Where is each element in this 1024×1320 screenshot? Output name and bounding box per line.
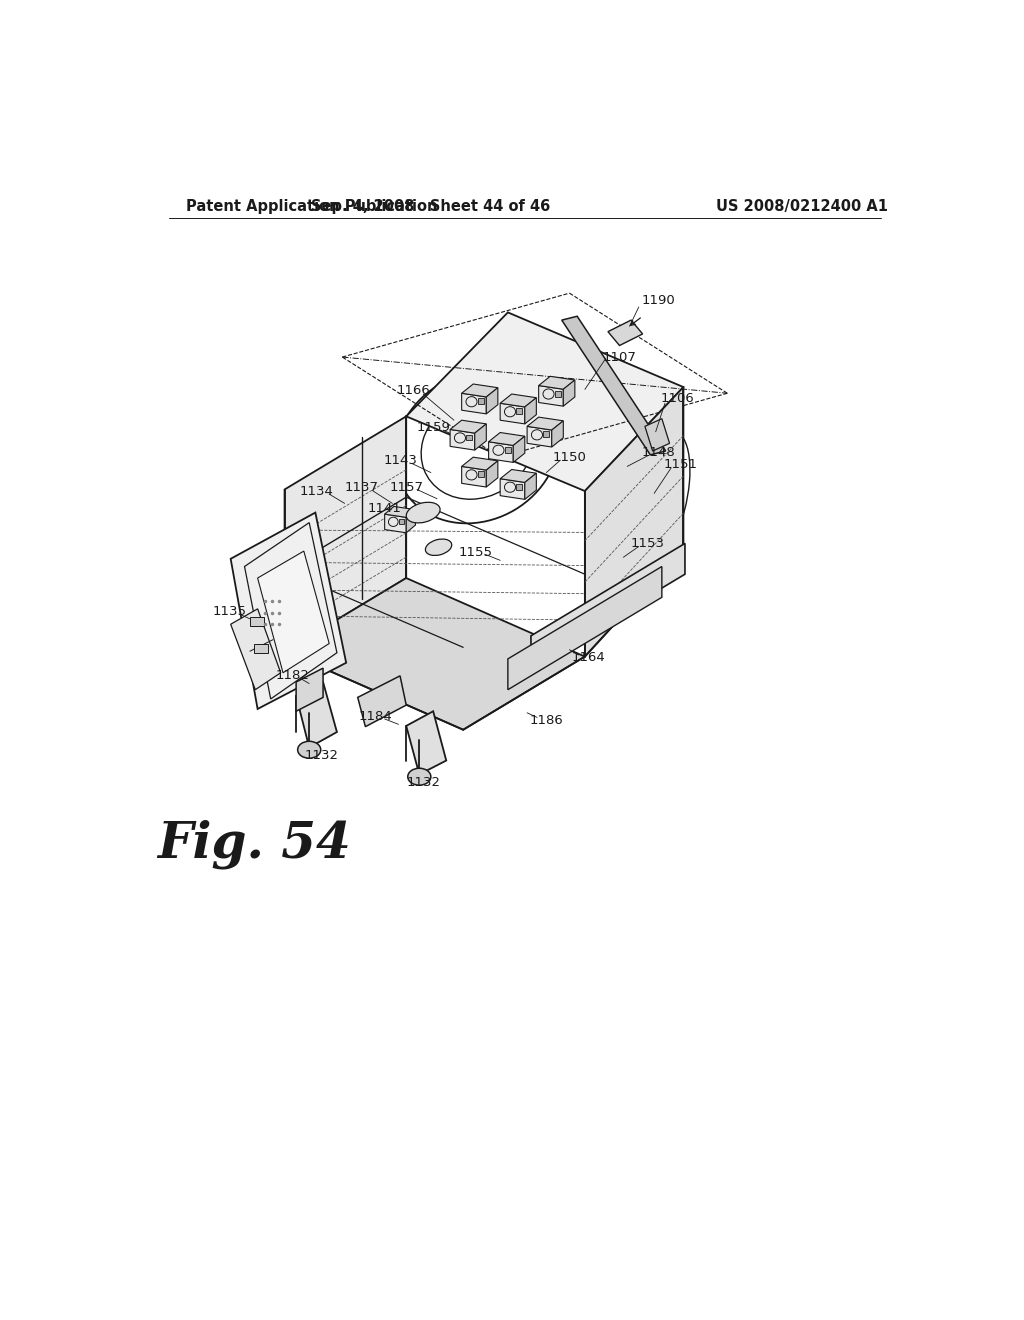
Text: 1107: 1107	[602, 351, 637, 363]
Ellipse shape	[407, 503, 440, 523]
Text: 1106: 1106	[660, 392, 694, 405]
Polygon shape	[524, 397, 537, 424]
Text: 1132: 1132	[407, 776, 440, 788]
Polygon shape	[407, 510, 416, 533]
Text: 1148: 1148	[642, 446, 676, 459]
Polygon shape	[285, 578, 585, 730]
Polygon shape	[539, 376, 574, 389]
Polygon shape	[500, 395, 537, 407]
Polygon shape	[508, 566, 662, 689]
Bar	[254, 644, 267, 653]
Polygon shape	[486, 388, 498, 414]
Bar	[516, 408, 522, 414]
Polygon shape	[500, 470, 537, 482]
Polygon shape	[357, 676, 407, 726]
Text: 1157: 1157	[389, 482, 423, 495]
Text: 1135: 1135	[212, 605, 246, 618]
Text: 1134: 1134	[300, 484, 334, 498]
Text: 1141: 1141	[368, 502, 401, 515]
Text: Fig. 54: Fig. 54	[157, 818, 350, 869]
Polygon shape	[585, 387, 683, 656]
Bar	[398, 519, 404, 524]
Text: 1132: 1132	[304, 748, 339, 762]
Text: 1143: 1143	[383, 454, 417, 467]
Polygon shape	[285, 416, 407, 651]
Ellipse shape	[298, 742, 321, 758]
Text: 1186: 1186	[529, 714, 563, 727]
Polygon shape	[230, 609, 281, 689]
Bar	[555, 391, 561, 396]
Bar	[477, 471, 483, 478]
Polygon shape	[488, 442, 513, 462]
Ellipse shape	[425, 539, 452, 556]
Text: 1190: 1190	[641, 294, 675, 308]
Polygon shape	[385, 507, 416, 517]
Text: 1137: 1137	[344, 482, 379, 495]
Bar	[466, 434, 472, 441]
Text: 1164: 1164	[571, 651, 605, 664]
Polygon shape	[462, 457, 498, 470]
Text: 1150: 1150	[553, 450, 587, 463]
Polygon shape	[407, 711, 446, 775]
Polygon shape	[462, 393, 486, 414]
Bar	[250, 616, 264, 626]
Text: 1159: 1159	[416, 421, 451, 434]
Text: US 2008/0212400 A1: US 2008/0212400 A1	[716, 198, 888, 214]
Polygon shape	[296, 668, 323, 711]
Bar	[477, 399, 483, 404]
Polygon shape	[527, 417, 563, 430]
Ellipse shape	[408, 768, 431, 785]
Bar	[505, 447, 511, 453]
Polygon shape	[488, 433, 524, 445]
Bar	[516, 484, 522, 490]
Polygon shape	[462, 466, 486, 487]
Polygon shape	[531, 544, 685, 667]
Text: 1184: 1184	[358, 710, 392, 723]
Polygon shape	[500, 404, 524, 424]
Polygon shape	[562, 317, 666, 455]
Text: 1155: 1155	[459, 546, 493, 560]
Polygon shape	[407, 313, 683, 491]
Polygon shape	[462, 384, 498, 397]
Polygon shape	[486, 461, 498, 487]
Polygon shape	[645, 418, 670, 451]
Polygon shape	[608, 321, 643, 346]
Text: 1166: 1166	[397, 384, 431, 397]
Bar	[543, 432, 549, 437]
Text: 1153: 1153	[631, 537, 665, 550]
Polygon shape	[563, 380, 574, 407]
Text: 1151: 1151	[664, 458, 697, 471]
Text: 1182: 1182	[275, 669, 309, 682]
Polygon shape	[296, 682, 337, 747]
Polygon shape	[451, 429, 475, 450]
Text: Sep. 4, 2008   Sheet 44 of 46: Sep. 4, 2008 Sheet 44 of 46	[311, 198, 551, 214]
Polygon shape	[527, 426, 552, 447]
Polygon shape	[552, 421, 563, 447]
Polygon shape	[500, 479, 524, 499]
Polygon shape	[230, 512, 346, 709]
Polygon shape	[385, 515, 407, 533]
Polygon shape	[524, 473, 537, 499]
Polygon shape	[451, 420, 486, 433]
Polygon shape	[258, 552, 330, 673]
Polygon shape	[475, 424, 486, 450]
Text: Patent Application Publication: Patent Application Publication	[186, 198, 437, 214]
Polygon shape	[539, 385, 563, 407]
Polygon shape	[513, 436, 524, 462]
